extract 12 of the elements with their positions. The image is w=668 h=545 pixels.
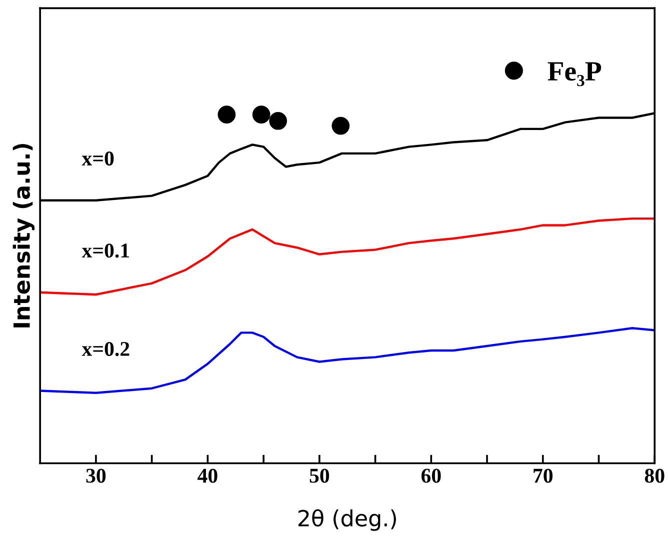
x-tick-label: 60 <box>421 468 441 483</box>
x-tick-label: 80 <box>644 468 664 483</box>
x-tick-label: 50 <box>310 468 330 483</box>
x-tick-label: 30 <box>86 468 106 483</box>
legend-label: Fe₃P <box>548 62 602 86</box>
y-axis-title: Intensity (a.u.) <box>12 144 35 328</box>
x-tick-label: 70 <box>534 468 553 483</box>
x-axis-title: 2θ (deg.) <box>298 509 396 531</box>
series-label: x=0.2 <box>82 342 130 356</box>
x-tick-label: 40 <box>198 468 218 483</box>
series-label: x=0.1 <box>82 244 129 258</box>
series-label: x=0 <box>82 152 114 166</box>
